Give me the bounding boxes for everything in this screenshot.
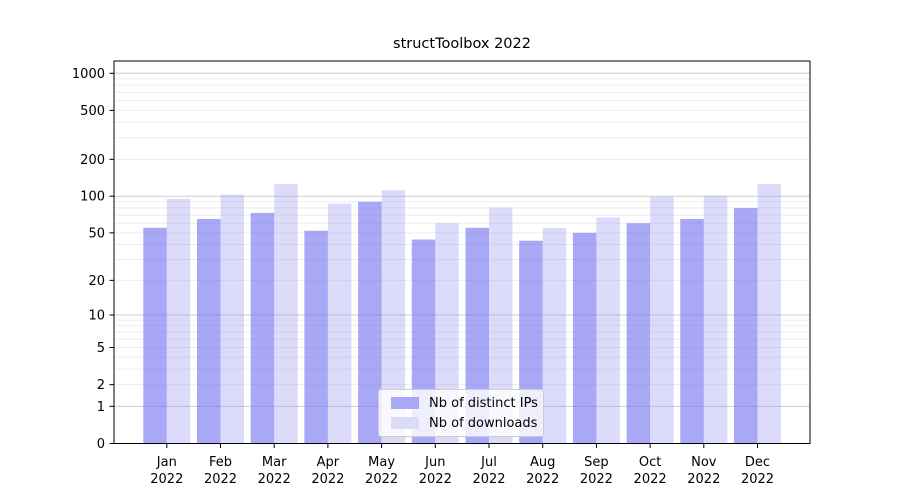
x-tick-label-month: Feb — [209, 455, 232, 470]
legend-swatch-downloads-icon — [391, 417, 419, 429]
y-tick-label: 10 — [88, 309, 105, 324]
bar-downloads-jul — [489, 207, 513, 444]
x-tick-label-year: 2022 — [204, 472, 237, 487]
legend-label-downloads: Nb of downloads — [429, 415, 538, 431]
x-tick-label-year: 2022 — [526, 472, 559, 487]
y-tick-label: 20 — [88, 274, 105, 289]
x-tick-label-year: 2022 — [311, 472, 344, 487]
y-tick-label: 1000 — [72, 67, 105, 82]
x-tick-label-month: Mar — [262, 455, 287, 470]
bar-downloads-may — [381, 190, 406, 444]
x-tick-label-month: Aug — [530, 455, 555, 470]
bar-downloads-dec — [757, 183, 781, 444]
legend-item-downloads: Nb of downloads — [391, 416, 543, 431]
x-tick-label-year: 2022 — [580, 472, 613, 487]
x-tick-label-year: 2022 — [419, 472, 452, 487]
plot-border — [113, 60, 811, 444]
legend-label-distinct-ips: Nb of distinct IPs — [429, 395, 538, 411]
bar-distinct-ips-sep — [572, 232, 597, 444]
bar-downloads-nov — [703, 195, 728, 444]
bar-downloads-jun — [435, 223, 459, 444]
y-tick-label: 0 — [97, 437, 105, 452]
chart-title: structToolbox 2022 — [393, 36, 531, 52]
x-tick-label-month: Oct — [639, 455, 661, 470]
x-tick-label-year: 2022 — [687, 472, 720, 487]
y-tick-label: 1 — [97, 400, 105, 415]
y-tick-label: 200 — [80, 153, 105, 168]
bar-distinct-ips-jan — [143, 227, 167, 444]
x-tick-label-year: 2022 — [472, 472, 505, 487]
y-tick-label: 5 — [97, 341, 105, 356]
legend-swatch-distinct-ips-icon — [391, 397, 419, 409]
bar-distinct-ips-mar — [250, 212, 275, 444]
legend: Nb of distinct IPs Nb of downloads — [378, 389, 544, 437]
x-tick-label-year: 2022 — [150, 472, 183, 487]
x-tick-label-year: 2022 — [741, 472, 774, 487]
x-tick-label-month: Nov — [691, 455, 717, 470]
bar-downloads-mar — [274, 183, 298, 444]
bar-downloads-feb — [220, 194, 244, 444]
bar-distinct-ips-feb — [197, 219, 221, 444]
bar-downloads-sep — [596, 217, 620, 444]
bar-distinct-ips-apr — [304, 230, 328, 444]
x-tick-label-year: 2022 — [365, 472, 398, 487]
y-tick-label: 50 — [88, 226, 105, 241]
x-tick-label-month: Jul — [480, 455, 497, 470]
bar-distinct-ips-may — [358, 201, 382, 444]
x-tick-label-month: Dec — [745, 455, 770, 470]
bar-downloads-oct — [650, 196, 674, 444]
bar-distinct-ips-nov — [680, 219, 704, 444]
bar-downloads-apr — [327, 203, 352, 444]
bar-distinct-ips-oct — [626, 223, 651, 444]
legend-item-distinct-ips: Nb of distinct IPs — [391, 396, 543, 411]
bar-downloads-jan — [166, 198, 191, 444]
bar-downloads-aug — [542, 227, 567, 444]
x-tick-label-year: 2022 — [634, 472, 667, 487]
y-tick-label: 2 — [97, 378, 105, 393]
bar-distinct-ips-dec — [734, 208, 758, 444]
x-tick-label-month: Sep — [584, 455, 609, 470]
x-tick-label-month: May — [368, 455, 395, 470]
x-tick-label-month: Apr — [317, 455, 340, 470]
y-tick-label: 500 — [80, 104, 105, 119]
x-tick-label-year: 2022 — [258, 472, 291, 487]
x-tick-label-month: Jan — [156, 455, 177, 470]
y-tick-label: 100 — [80, 190, 105, 205]
x-tick-label-month: Jun — [424, 455, 445, 470]
